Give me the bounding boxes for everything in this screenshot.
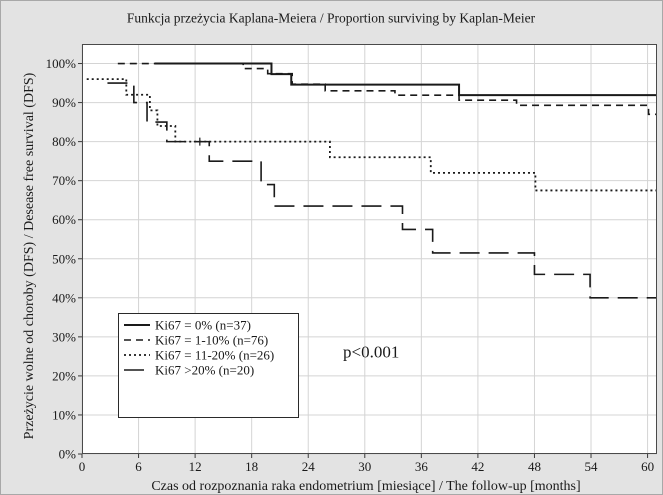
y-tick-label-30pct: 30% [52,329,76,344]
p-value-annotation: p<0.001 [343,343,399,362]
survival-curves [86,62,657,299]
y-tick-label-80pct: 80% [52,134,76,149]
km-curve-ki67-1-10 [117,62,657,116]
axis-ticks: 0 6 12 18 24 30 36 42 48 54 60 0% 10% 20% 30% 40% 50% 60%… [46,56,654,474]
x-tick-label-18: 18 [245,459,258,474]
x-tick-label-54: 54 [585,459,599,474]
plot-frame [82,44,657,454]
y-tick-label-20pct: 20% [52,368,76,383]
x-tick-label-6: 6 [135,459,142,474]
x-tick-label-42: 42 [471,459,484,474]
legend-label-ki67-0: Ki67 = 0% (n=37) [155,318,251,333]
y-tick-label-10pct: 10% [52,407,76,422]
y-tick-label-50pct: 50% [52,251,76,266]
x-tick-label-12: 12 [189,459,202,474]
y-tick-label-70pct: 70% [52,173,76,188]
y-tick-label-0pct: 0% [59,447,77,462]
km-curve-ki67-0 [154,62,657,97]
x-tick-label-60: 60 [641,459,654,474]
km-curve-ki67-11-20 [86,78,657,192]
y-axis-label: Przeżycie wolne od choroby (DFS) / Desea… [22,72,37,439]
x-axis-label: Czas od rozpoznania raka endometrium [mi… [151,479,580,494]
x-tick-label-0: 0 [79,459,86,474]
legend-label-ki67-11-20: Ki67 = 11-20% (n=26) [155,348,274,363]
y-tick-label-40pct: 40% [52,290,76,305]
x-tick-label-36: 36 [415,459,429,474]
legend-label-ki67-1-10: Ki67 = 1-10% (n=76) [155,333,268,348]
km-curve-ki67-over-20 [107,82,657,299]
x-tick-label-24: 24 [302,459,316,474]
x-tick-label-48: 48 [528,459,541,474]
legend-box [118,313,299,418]
chart-title: Funkcja przeżycia Kaplana-Meiera / Propo… [127,11,536,26]
x-tick-label-30: 30 [358,459,371,474]
y-tick-label-60pct: 60% [52,212,76,227]
legend: Ki67 = 0% (n=37) Ki67 = 1-10% (n=76) Ki6… [118,313,299,418]
y-tick-label-90pct: 90% [52,95,76,110]
censor-mark [195,137,204,146]
y-tick-label-100pct: 100% [46,56,77,71]
legend-label-ki67-over-20: Ki67 >20% (n=20) [155,363,254,378]
